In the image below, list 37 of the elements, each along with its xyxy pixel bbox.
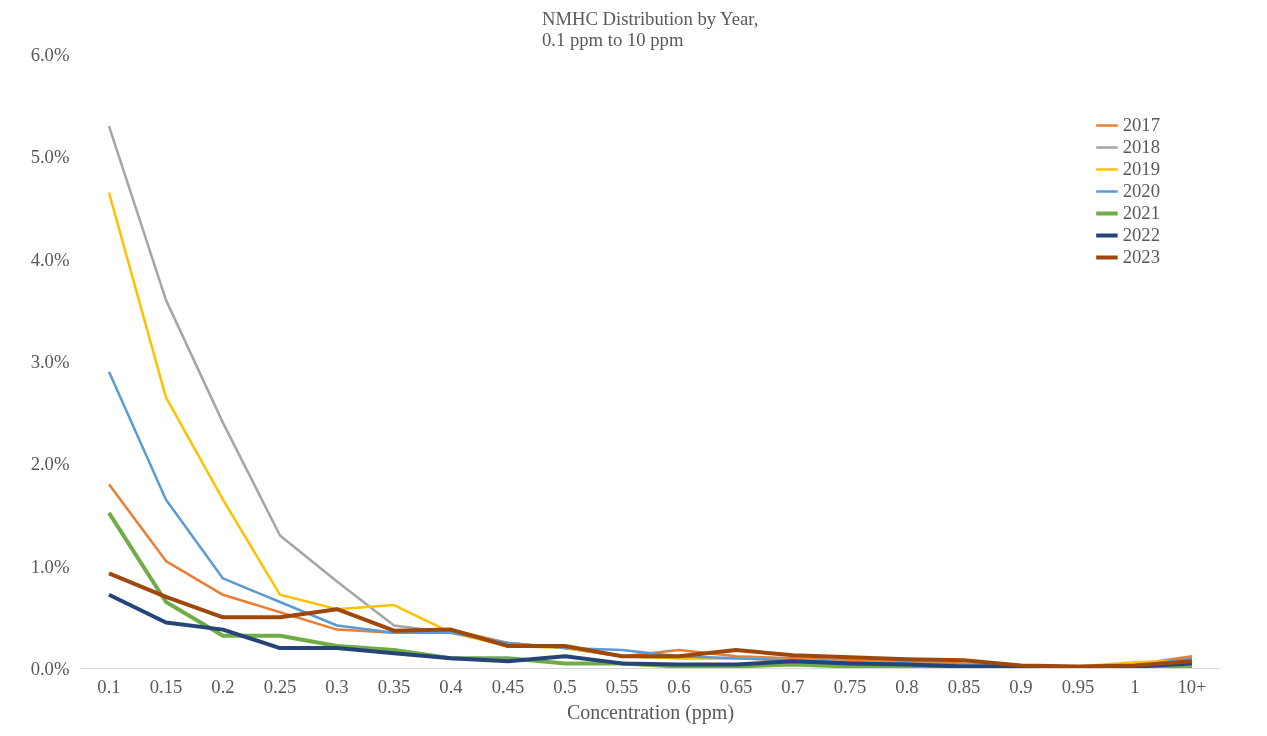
- y-tick-label: 4.0%: [30, 248, 70, 270]
- x-tick-label: 0.15: [149, 675, 183, 697]
- legend-label: 2023: [1122, 246, 1160, 268]
- legend-label: 2017: [1122, 114, 1160, 136]
- x-tick-label: 0.5: [553, 675, 577, 697]
- legend-label: 2021: [1122, 202, 1160, 224]
- y-tick-label: 1.0%: [30, 555, 70, 577]
- x-tick-label: 0.75: [833, 675, 867, 697]
- x-tick-label: 10+: [1177, 675, 1207, 697]
- x-tick-label: 0.25: [263, 675, 297, 697]
- legend-label: 2022: [1122, 224, 1160, 246]
- x-tick-label: 0.2: [211, 675, 235, 697]
- x-tick-label: 0.4: [439, 675, 464, 697]
- y-tick-label: 3.0%: [30, 351, 70, 372]
- y-tick-label: 5.0%: [30, 146, 70, 168]
- chart-title: NMHC Distribution by Year, 0.1 ppm to 10 ppm: [541, 7, 759, 50]
- y-tick-label: 6.0%: [30, 44, 70, 65]
- legend-label: 2020: [1122, 180, 1160, 202]
- x-tick-label: 0.9: [1009, 675, 1033, 697]
- legend-label: 2019: [1122, 158, 1160, 180]
- x-tick-label: 0.1: [97, 675, 121, 697]
- x-tick-label: 0.35: [377, 675, 411, 697]
- y-tick-label: 2.0%: [30, 453, 70, 475]
- x-tick-label: 0.95: [1061, 675, 1095, 697]
- x-tick-label: 0.7: [781, 675, 805, 697]
- x-tick-label: 0.3: [325, 675, 349, 697]
- x-tick-label: 1: [1130, 675, 1140, 697]
- y-tick-label: 0.0%: [30, 658, 70, 679]
- x-tick-label: 0.85: [947, 675, 981, 697]
- x-tick-label: 0.65: [719, 675, 753, 697]
- line-series: [107, 571, 1194, 669]
- x-tick-label: 0.6: [667, 675, 691, 697]
- x-tick-label: 0.45: [491, 675, 525, 697]
- x-axis-title: Concentration (ppm): [566, 700, 735, 724]
- x-tick-label: 0.8: [895, 675, 919, 697]
- legend-label: 2018: [1122, 136, 1160, 158]
- x-tick-label: 0.55: [605, 675, 639, 697]
